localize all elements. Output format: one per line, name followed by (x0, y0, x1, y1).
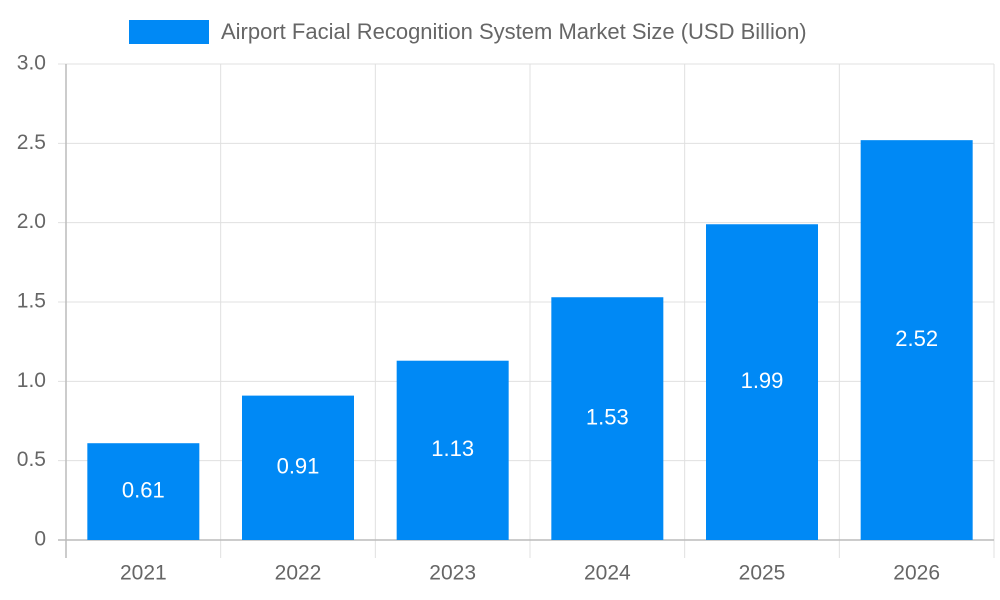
x-tick-label: 2026 (893, 562, 940, 585)
bar (860, 140, 973, 540)
bar (242, 395, 354, 540)
bar (706, 224, 818, 540)
value-label: 1.13 (431, 436, 474, 461)
y-tick-label: 0.5 (17, 448, 46, 471)
x-tick-label: 2023 (429, 562, 476, 585)
legend-swatch (129, 20, 209, 44)
y-tick-label: 3.0 (17, 52, 46, 75)
y-tick-label: 1.0 (17, 369, 46, 392)
legend-label: Airport Facial Recognition System Market… (221, 19, 807, 44)
bar (87, 443, 200, 540)
value-label: 1.99 (741, 368, 784, 393)
value-label: 2.52 (895, 326, 938, 351)
y-tick-label: 0 (34, 528, 46, 551)
y-tick-label: 1.5 (17, 290, 46, 313)
value-label: 0.61 (122, 477, 165, 502)
x-tick-label: 2024 (584, 562, 631, 585)
value-label: 0.91 (277, 454, 320, 479)
bar (396, 360, 509, 540)
x-tick-label: 2025 (739, 562, 786, 585)
x-tick-label: 2021 (120, 562, 167, 585)
value-label: 1.53 (586, 404, 629, 429)
bar (551, 297, 664, 540)
y-tick-label: 2.0 (17, 210, 46, 233)
x-tick-label: 2022 (275, 562, 322, 585)
y-tick-label: 2.5 (17, 131, 46, 154)
